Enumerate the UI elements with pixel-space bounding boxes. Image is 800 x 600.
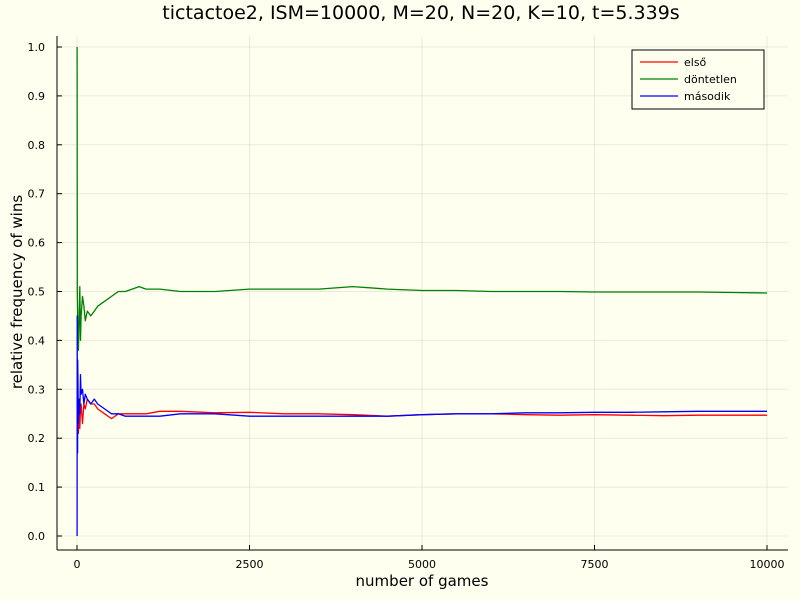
series-line-1 bbox=[76, 398, 767, 434]
legend: első döntetlen második bbox=[631, 49, 765, 110]
x-ticks: 0 2500 5000 7500 10000 bbox=[74, 545, 785, 571]
y-tick-label: 0.0 bbox=[28, 530, 46, 543]
y-tick-label: 0.7 bbox=[28, 188, 46, 201]
series-line-2 bbox=[76, 46, 768, 351]
y-tick-label: 0.1 bbox=[28, 481, 46, 494]
x-tick-label: 0 bbox=[74, 558, 81, 571]
y-tick-label: 0.5 bbox=[28, 286, 46, 299]
y-tick-label: 0.4 bbox=[28, 334, 46, 347]
x-tick-label: 5000 bbox=[408, 558, 436, 571]
y-tick-label: 1.0 bbox=[28, 41, 46, 54]
legend-label-1: első bbox=[684, 56, 707, 69]
legend-label-2: döntetlen bbox=[684, 73, 737, 86]
series-lines bbox=[76, 46, 768, 537]
y-ticks: 0.0 0.1 0.2 0.3 0.4 0.5 0.6 0.7 0.8 0.9 1.0 bbox=[28, 41, 62, 543]
y-tick-label: 0.6 bbox=[28, 237, 46, 250]
y-tick-label: 0.8 bbox=[28, 139, 46, 152]
series-line-3 bbox=[76, 315, 767, 537]
x-tick-label: 10000 bbox=[750, 558, 785, 571]
y-tick-label: 0.3 bbox=[28, 383, 46, 396]
y-tick-label: 0.2 bbox=[28, 432, 46, 445]
x-axis-label: number of games bbox=[356, 572, 489, 590]
y-tick-label: 0.9 bbox=[28, 90, 46, 103]
y-axis-label: relative frequency of wins bbox=[8, 195, 26, 390]
x-tick-label: 2500 bbox=[236, 558, 264, 571]
legend-label-3: második bbox=[684, 90, 731, 103]
chart-title: tictactoe2, ISM=10000, M=20, N=20, K=10,… bbox=[162, 2, 679, 24]
x-tick-label: 7500 bbox=[581, 558, 609, 571]
